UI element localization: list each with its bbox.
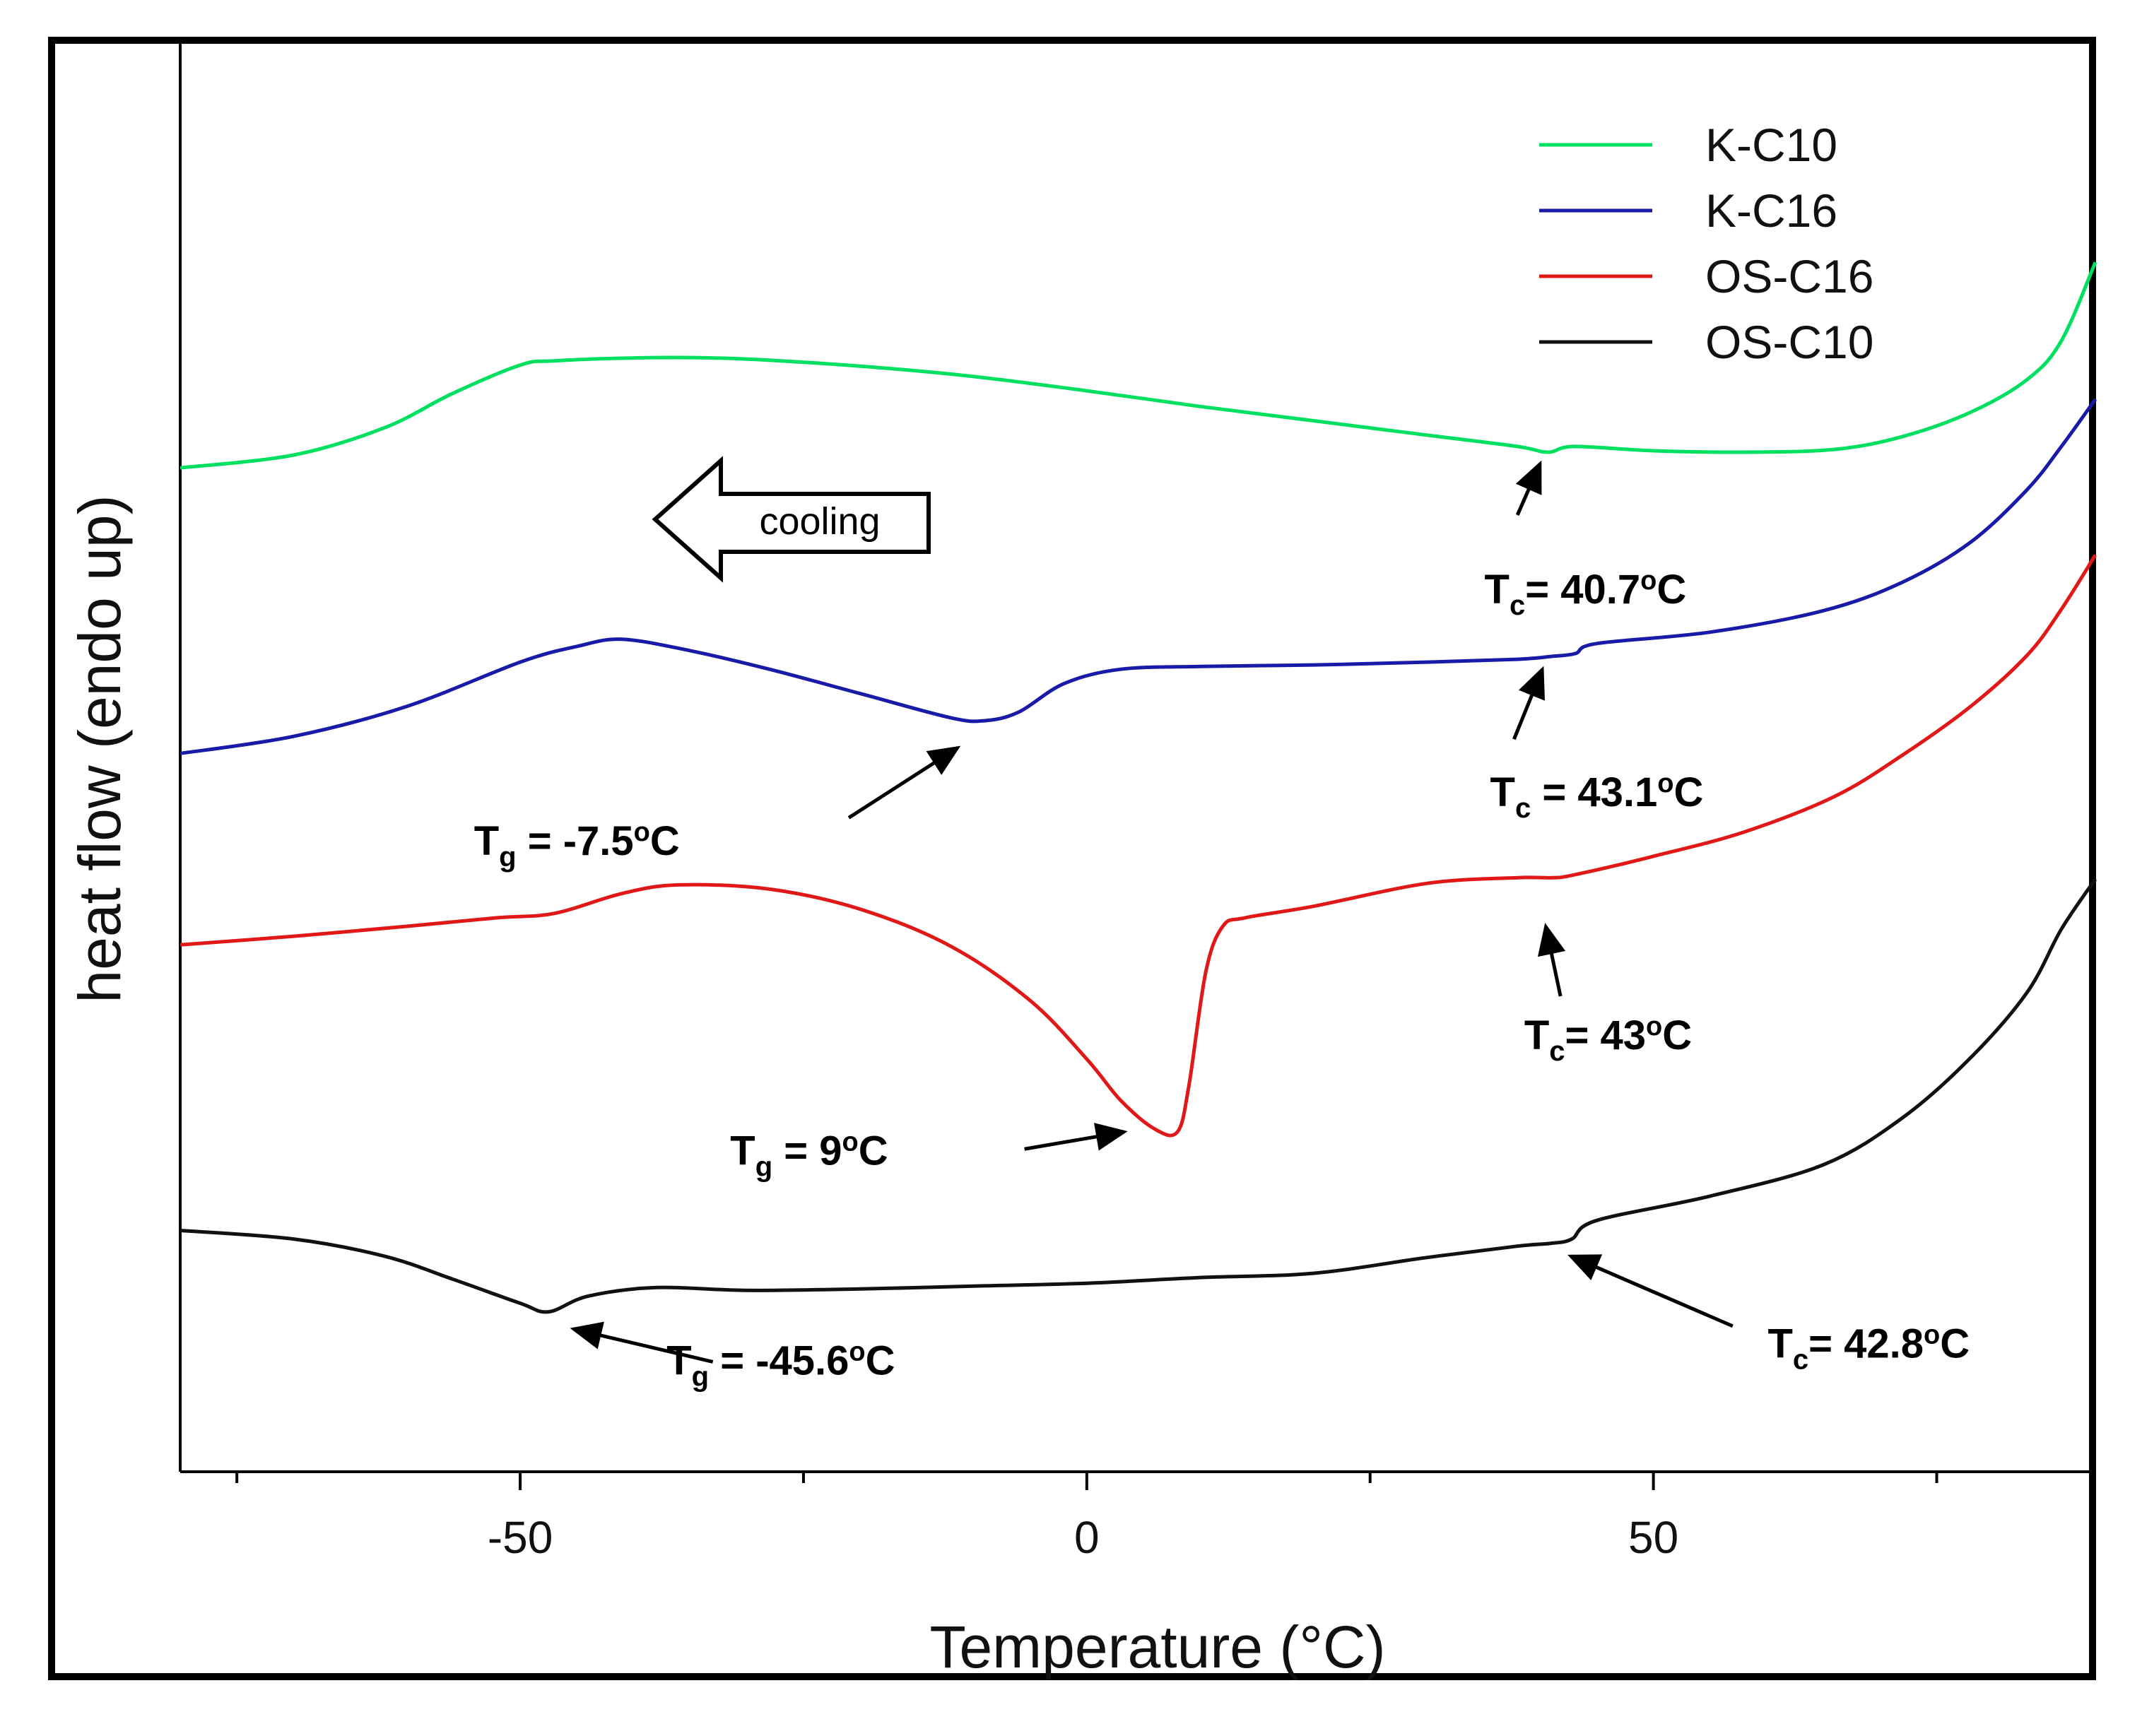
- annotation-unit: C: [1673, 769, 1703, 815]
- legend-label-os-c10: OS-C10: [1705, 316, 1873, 368]
- annotation-subscript: c: [1515, 793, 1531, 824]
- annotation-arrow: [1515, 460, 1542, 516]
- annotation-arrow: [1024, 1123, 1128, 1151]
- series-line-k-c16: [180, 398, 2097, 755]
- annotation-separator: =: [1808, 1321, 1844, 1366]
- annotation-degree: o: [842, 1127, 859, 1157]
- series-group: [180, 261, 2097, 1314]
- annotation-tc-k-c10: Tc= 40.7oC: [1485, 460, 1687, 621]
- y-axis-label: heat flow (endo up): [66, 495, 133, 1003]
- annotation-separator: =: [1565, 1012, 1601, 1058]
- annotation-arrow: [1512, 666, 1545, 740]
- annotation-tg-k-c16: Tg = -7.5oC: [474, 745, 961, 873]
- annotation-unit: C: [1657, 567, 1686, 613]
- annotation-label: Tc= 42.8oC: [1767, 1320, 1970, 1375]
- annotation-subscript: c: [1510, 590, 1525, 621]
- annotation-separator: =: [517, 818, 563, 864]
- annotation-value: 42.8: [1844, 1321, 1924, 1366]
- annotation-tc-k-c16: Tc = 43.1oC: [1490, 666, 1704, 824]
- annotation-arrow: [1537, 923, 1566, 997]
- annotation-arrow: [847, 745, 961, 820]
- annotation-value: -7.5: [563, 818, 634, 864]
- x-tick-label: 50: [1628, 1512, 1678, 1563]
- annotation-symbol: T: [1524, 1012, 1549, 1058]
- annotation-unit: C: [1940, 1321, 1970, 1366]
- series-line-k-c10: [180, 261, 2097, 470]
- cooling-indicator: cooling: [652, 456, 931, 583]
- annotation-label: Tg = 9oC: [730, 1127, 888, 1182]
- annotation-degree: o: [849, 1338, 865, 1367]
- annotation-unit: C: [650, 818, 680, 864]
- annotation-separator: =: [772, 1128, 819, 1174]
- annotation-label: Tg = -45.6oC: [666, 1338, 895, 1393]
- annotation-tg-os-c10: Tg = -45.6oC: [570, 1321, 895, 1393]
- series-line-os-c10: [180, 878, 2097, 1314]
- annotation-unit: C: [859, 1128, 888, 1174]
- annotation-separator: =: [1531, 769, 1577, 815]
- x-ticks: -50 0 50: [235, 1472, 1938, 1563]
- annotation-subscript: g: [499, 842, 516, 873]
- annotation-degree: o: [1640, 566, 1657, 596]
- annotation-label: Tg = -7.5oC: [474, 817, 680, 873]
- annotation-label: Tc = 43.1oC: [1490, 769, 1704, 824]
- x-tick-label: 0: [1074, 1512, 1100, 1563]
- cooling-label: cooling: [759, 500, 880, 543]
- legend-label-os-c16: OS-C16: [1705, 250, 1873, 302]
- annotation-value: 43: [1601, 1012, 1647, 1058]
- x-axis-label: Temperature (°C): [929, 1614, 1385, 1680]
- annotation-unit: C: [1662, 1012, 1692, 1058]
- annotation-subscript: c: [1793, 1344, 1808, 1375]
- series-line-os-c16: [180, 554, 2097, 1138]
- legend-label-k-c10: K-C10: [1705, 119, 1837, 171]
- annotation-symbol: T: [666, 1338, 691, 1384]
- legend: K-C10 K-C16 OS-C16 OS-C10: [1539, 119, 1873, 368]
- annotation-degree: o: [634, 817, 650, 847]
- annotation-tc-os-c16: Tc= 43oC: [1524, 923, 1692, 1067]
- annotation-label: Tc= 43oC: [1524, 1012, 1692, 1067]
- annotation-arrow: [1567, 1254, 1734, 1328]
- annotation-symbol: T: [1490, 769, 1515, 815]
- annotation-degree: o: [1657, 769, 1673, 798]
- annotation-value: 43.1: [1577, 769, 1657, 815]
- annotation-label: Tc= 40.7oC: [1485, 566, 1687, 621]
- annotation-degree: o: [1924, 1320, 1940, 1350]
- cooling-arrow-icon: [652, 456, 931, 583]
- annotation-subscript: g: [692, 1362, 709, 1393]
- annotation-tc-os-c10: Tc= 42.8oC: [1567, 1254, 1970, 1375]
- annotation-unit: C: [866, 1338, 895, 1384]
- axes: -50 0 50: [179, 44, 2095, 1563]
- annotation-separator: =: [1525, 567, 1560, 613]
- annotation-separator: =: [709, 1338, 755, 1384]
- annotation-arrow: [570, 1321, 714, 1364]
- annotation-symbol: T: [1485, 567, 1510, 613]
- annotation-subscript: g: [755, 1151, 772, 1182]
- annotation-symbol: T: [474, 818, 499, 864]
- annotation-value: 40.7: [1560, 567, 1640, 613]
- annotation-symbol: T: [730, 1128, 755, 1174]
- annotation-value: -45.6: [755, 1338, 849, 1384]
- annotation-value: 9: [819, 1128, 842, 1174]
- annotation-subscript: c: [1549, 1036, 1565, 1067]
- legend-label-k-c16: K-C16: [1705, 184, 1837, 237]
- x-tick-label: -50: [488, 1512, 553, 1563]
- annotation-tg-os-c16: Tg = 9oC: [730, 1123, 1128, 1182]
- annotation-degree: o: [1646, 1012, 1662, 1041]
- chart-frame: [48, 37, 2096, 1680]
- annotation-symbol: T: [1767, 1321, 1792, 1366]
